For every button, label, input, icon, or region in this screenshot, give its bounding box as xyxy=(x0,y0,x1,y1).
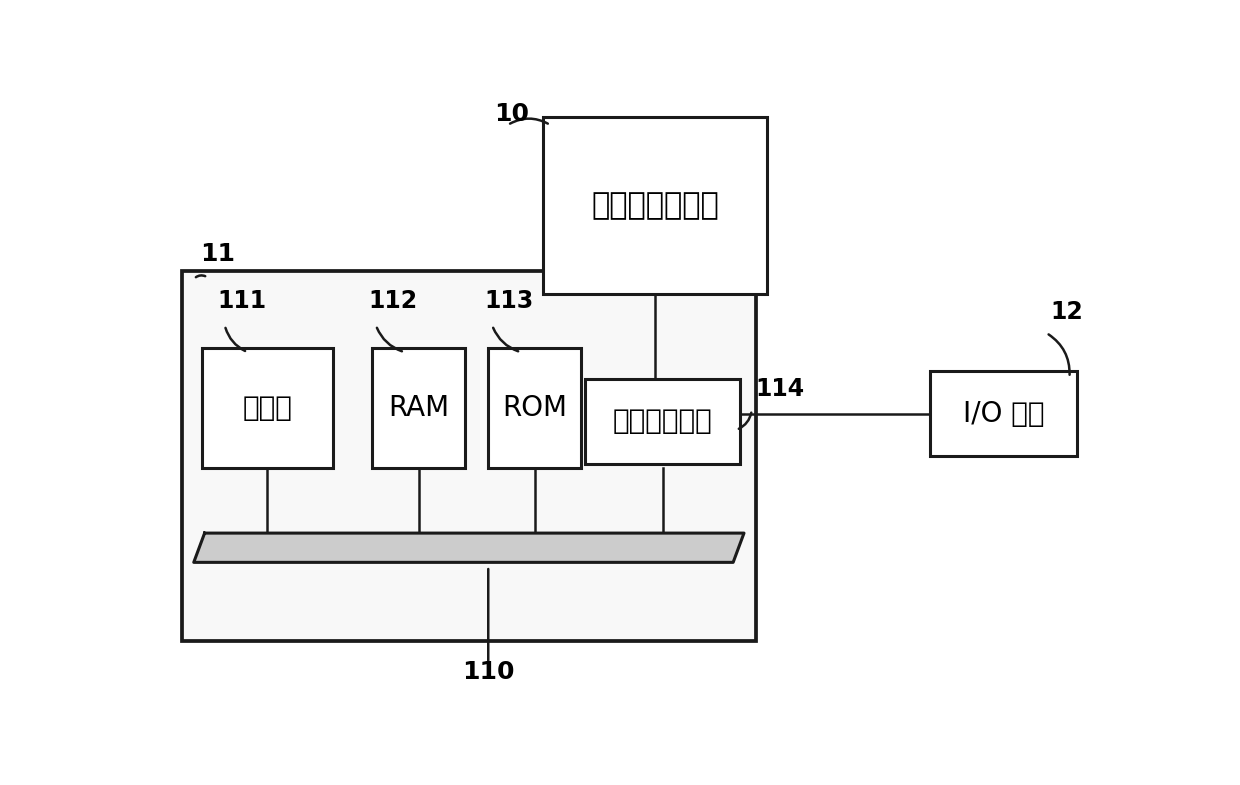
Text: 11: 11 xyxy=(200,242,234,265)
Text: ROM: ROM xyxy=(502,394,567,422)
Text: 存储器存储装置: 存储器存储装置 xyxy=(591,192,719,221)
Text: 10: 10 xyxy=(494,102,528,126)
Bar xyxy=(585,379,740,464)
Text: 111: 111 xyxy=(217,289,267,313)
Polygon shape xyxy=(193,533,744,562)
Text: 处理器: 处理器 xyxy=(243,394,293,422)
Text: 112: 112 xyxy=(368,289,417,313)
Text: RAM: RAM xyxy=(388,394,449,422)
Bar xyxy=(182,272,755,641)
Text: I/O 装置: I/O 装置 xyxy=(963,400,1044,428)
Text: 114: 114 xyxy=(755,377,805,401)
Bar xyxy=(372,349,465,468)
Bar xyxy=(930,371,1078,456)
Text: 12: 12 xyxy=(1050,300,1083,324)
Bar xyxy=(489,349,582,468)
Bar xyxy=(201,349,334,468)
Text: 110: 110 xyxy=(463,660,515,685)
Text: 数据传输接口: 数据传输接口 xyxy=(613,407,713,436)
Bar xyxy=(543,117,768,294)
Text: 113: 113 xyxy=(485,289,533,313)
